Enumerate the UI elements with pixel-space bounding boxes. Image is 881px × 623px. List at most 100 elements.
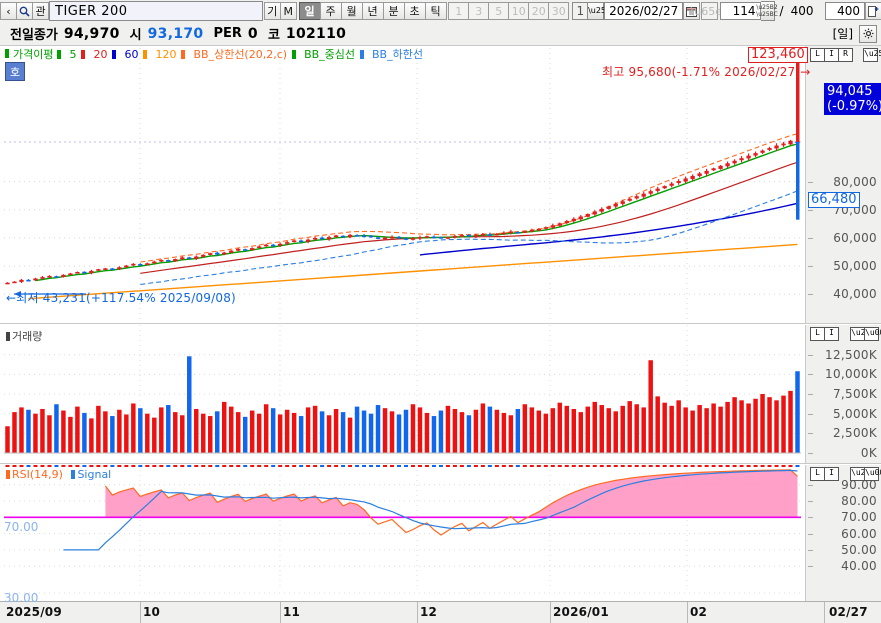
chevron-down-icon[interactable]: \u25BC xyxy=(587,3,617,19)
rsi-oversold-label: 30.00 xyxy=(4,591,39,605)
period-button-1[interactable]: 주 xyxy=(319,2,342,20)
info-bar: 전일종가 94,970 시 93,170 PER 0 코 102110 [일] xyxy=(0,22,881,46)
symbol-text: TIGER 200 xyxy=(55,3,128,19)
date-input[interactable]: 2026/02/27 xyxy=(604,2,684,20)
rsi-axis[interactable]: 90.00 80.00 70.00 60.00 50.00 40.00 xyxy=(805,465,881,602)
close-icon[interactable]: \u00D7 xyxy=(864,467,881,481)
symbol-input[interactable]: TIGER 200 xyxy=(49,1,263,21)
legend-swatch-signal xyxy=(71,470,76,479)
search-icon[interactable] xyxy=(16,2,33,20)
period-button-0[interactable]: 일 xyxy=(298,2,321,20)
period-button-6[interactable]: 틱 xyxy=(424,2,447,20)
price-current-tag: 94,045 (-0.97%) xyxy=(824,83,881,115)
legend-label-6: BB_하한선 xyxy=(372,47,423,61)
chart-type-button[interactable]: 기 xyxy=(263,2,281,20)
axis-tickmark xyxy=(808,501,813,503)
legend-swatch-2 xyxy=(112,49,117,59)
axis-tick-label: 50,000 xyxy=(833,259,877,274)
legend-swatch-rsi xyxy=(6,470,10,479)
volume-plot[interactable] xyxy=(0,325,805,463)
code-label: 코 xyxy=(267,28,280,43)
rsi-pane-window-buttons: L I xyxy=(810,467,839,481)
gear-icon[interactable] xyxy=(859,24,877,43)
axis-tickmark xyxy=(808,566,813,568)
rsi-overbought-label: 70.00 xyxy=(4,520,39,534)
prev-close-value: 94,970 xyxy=(63,25,120,42)
axis-tickmark xyxy=(808,294,813,296)
price-current-value: 94,045 xyxy=(827,84,873,99)
axis-tick-label: 60,000 xyxy=(833,230,877,245)
axis-tickmark xyxy=(808,394,813,396)
axis-tickmark xyxy=(808,266,813,268)
day-icon[interactable]: \u65e5 xyxy=(691,2,729,20)
nav-prev-button[interactable]: ‹ xyxy=(0,2,17,20)
rsi-pane: 90.00 80.00 70.00 60.00 50.00 40.00 RSI(14,9)… xyxy=(0,465,881,605)
axis-tick-label: 10,000K xyxy=(825,367,877,382)
axis-tickmark xyxy=(808,354,813,356)
pane-divider-2[interactable] xyxy=(0,463,881,464)
legend-swatch-4 xyxy=(181,49,186,59)
date-tick-6: 02/27 xyxy=(829,605,868,619)
bars-stepper[interactable]: \u25B2 \u25BC xyxy=(756,1,778,21)
minute-button-5[interactable]: 5 xyxy=(488,2,510,20)
date-separator xyxy=(140,602,141,623)
period-button-2[interactable]: 월 xyxy=(340,2,363,20)
pane-button-l[interactable]: L xyxy=(810,327,825,341)
minute-button-20[interactable]: 20 xyxy=(528,2,550,20)
volume-axis[interactable]: 12,500K 10,000K 7,500K 5,000K 2,500K 0K xyxy=(805,325,881,463)
date-tick-2: 11 xyxy=(283,605,301,619)
period-button-5[interactable]: 초 xyxy=(403,2,426,20)
axis-tickmark xyxy=(808,237,813,239)
watchlist-button[interactable]: 관 xyxy=(32,2,49,20)
calendar-icon[interactable] xyxy=(683,2,701,20)
ho-button[interactable]: 호 xyxy=(5,62,25,81)
rsi-signal-text: Signal xyxy=(77,468,112,481)
minute-button-10[interactable]: 10 xyxy=(508,2,530,20)
minute-button-3[interactable]: 3 xyxy=(468,2,490,20)
date-separator xyxy=(550,602,551,623)
rsi-pane-controls: \u25A1 \u00D7 xyxy=(850,467,881,481)
date-axis[interactable]: 2025/09 10 11 12 2026/01 02 02/27 xyxy=(0,601,881,623)
axis-tickmark xyxy=(808,533,813,535)
minute-button-1[interactable]: 1 xyxy=(448,2,470,20)
bars-request-value: 400 xyxy=(837,4,860,18)
maximize-icon[interactable]: \u25A1 xyxy=(850,467,880,481)
m-button[interactable]: M xyxy=(279,2,297,20)
bars-current-input[interactable]: 114 xyxy=(720,2,761,20)
volume-pane-controls: \u25A1 \u00D7 xyxy=(850,327,881,341)
axis-tickmark xyxy=(808,209,813,211)
maximize-icon[interactable]: \u25A1 xyxy=(850,327,880,341)
date-value: 2026/02/27 xyxy=(609,4,679,18)
axis-tick-label: 5,000K xyxy=(832,406,877,421)
per-value: 0 xyxy=(247,25,258,42)
period-button-3[interactable]: 년 xyxy=(361,2,384,20)
bars-separator: / xyxy=(779,4,784,18)
pane-button-i[interactable]: I xyxy=(824,327,839,341)
stepper-up-icon[interactable]: \u25B2 xyxy=(756,4,778,11)
pane-divider-1[interactable] xyxy=(0,323,881,324)
period-button-4[interactable]: 분 xyxy=(382,2,405,20)
legend-label-5: BB_중심선 xyxy=(304,47,356,61)
price-legend: 가격이평 5 20 60 120 BB_상한선(20,2,c) BB_중심선 BB_하한선 xyxy=(0,46,432,61)
bars-request-input[interactable]: 400 xyxy=(824,2,865,20)
count-dropdown[interactable]: 1 \u25BC xyxy=(571,2,617,20)
close-icon[interactable]: \u00D7 xyxy=(864,327,881,341)
axis-tickmark xyxy=(808,181,813,183)
pane-button-i[interactable]: I xyxy=(824,48,839,62)
stepper-down-icon[interactable]: \u25BC xyxy=(756,11,778,18)
request-icon[interactable] xyxy=(864,2,881,20)
bars-current-value: 114 xyxy=(732,4,756,18)
axis-tickmark xyxy=(808,433,813,435)
pane-button-r[interactable]: R xyxy=(838,48,853,62)
price-low-tag: 66,480 xyxy=(808,192,860,208)
minute-button-30[interactable]: 30 xyxy=(548,2,570,20)
pane-button-l[interactable]: L xyxy=(810,48,825,62)
rsi-title: RSI(14,9) Signal xyxy=(6,468,111,481)
pane-button-l[interactable]: L xyxy=(810,467,825,481)
price-plot[interactable] xyxy=(0,46,805,323)
maximize-icon[interactable]: \u25A1 xyxy=(863,48,881,62)
legend-label-4: BB_상한선(20,2,c) xyxy=(193,47,288,61)
pane-button-i[interactable]: I xyxy=(824,467,839,481)
rsi-plot[interactable] xyxy=(0,465,805,602)
